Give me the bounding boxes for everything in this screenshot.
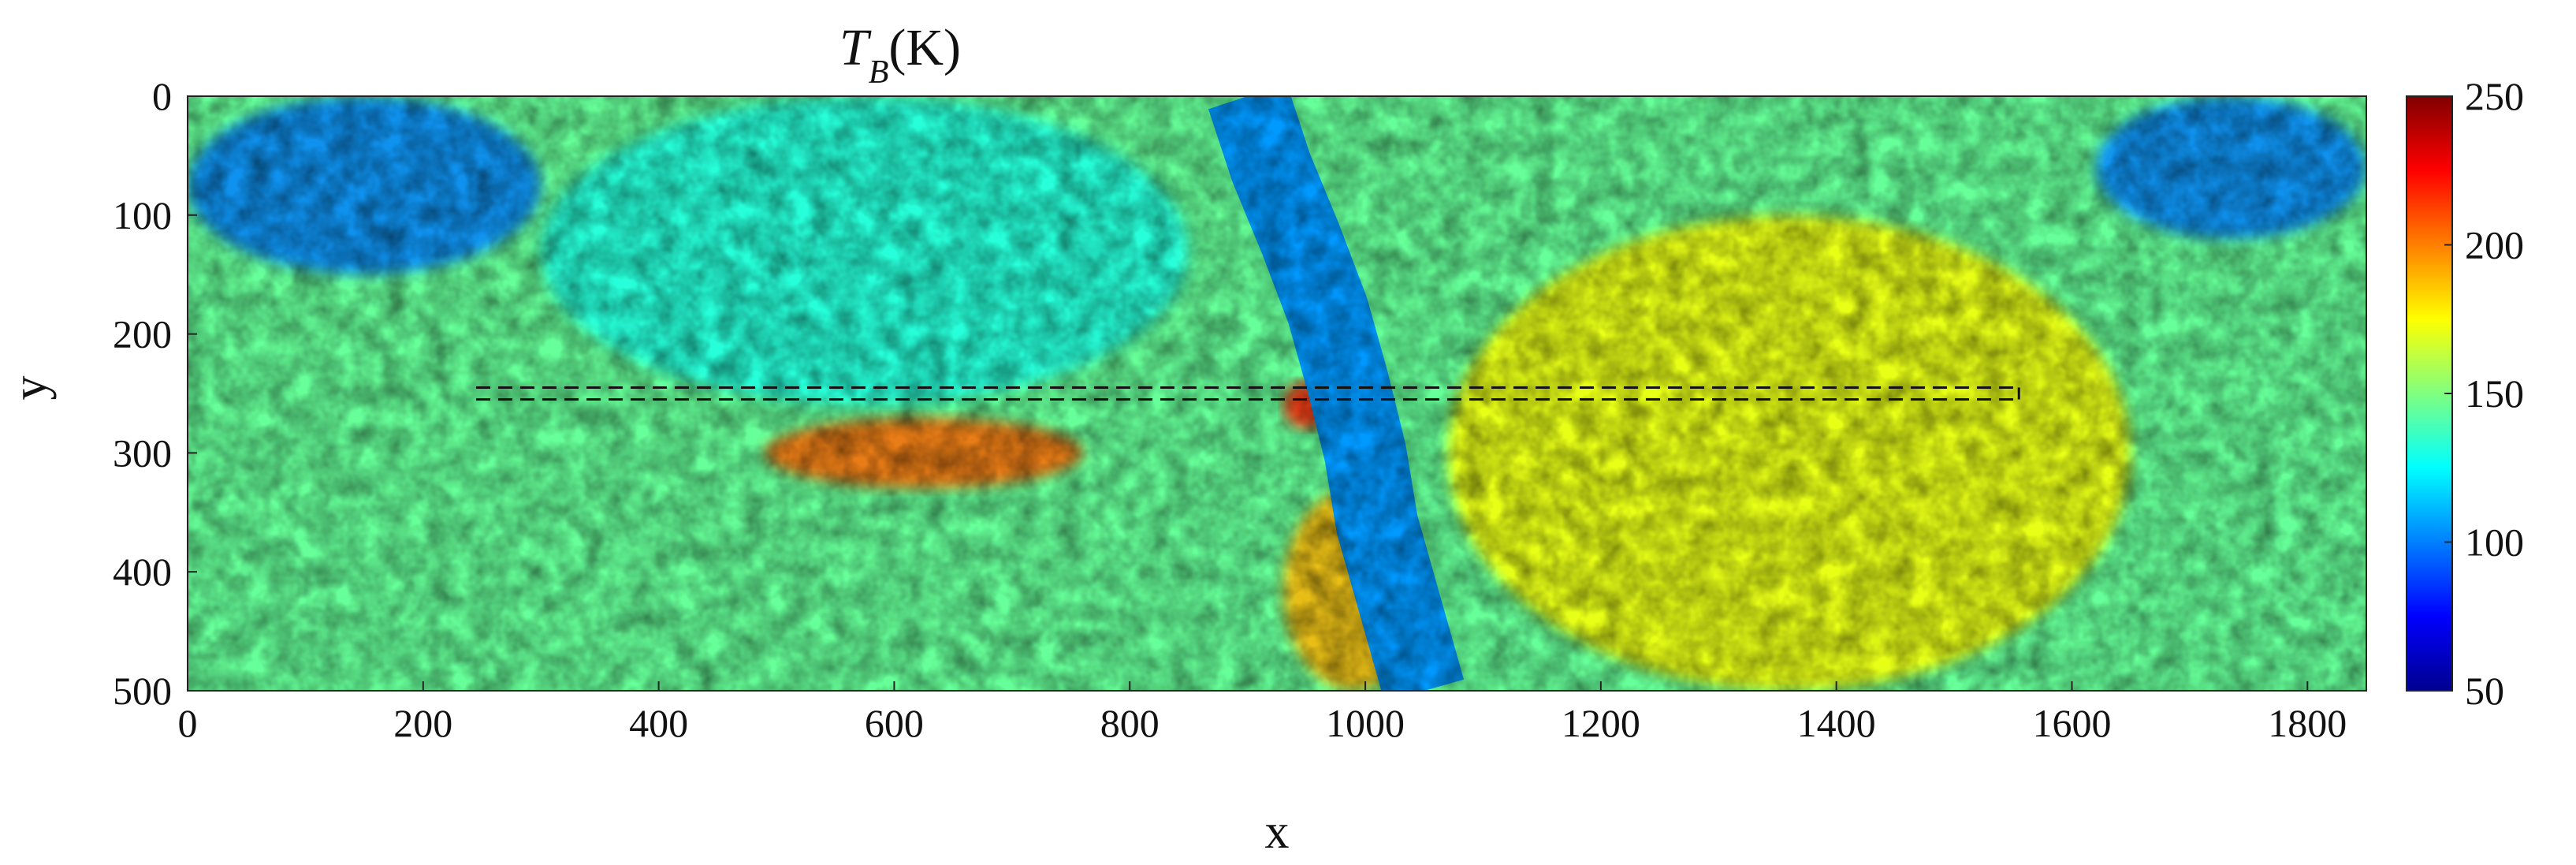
x-tick-label: 1400 — [1797, 701, 1876, 745]
annotations — [476, 386, 2020, 401]
colorbar-ticks: 50 100 150 200 250 — [2444, 74, 2524, 713]
y-tick-label: 0 — [152, 74, 172, 118]
x-tick-label: 1200 — [1562, 701, 1640, 745]
x-tick-label: 0 — [178, 701, 198, 745]
x-tick-label: 1000 — [1326, 701, 1405, 745]
x-tick-label: 200 — [393, 701, 452, 745]
x-tick-label: 600 — [865, 701, 924, 745]
x-axis-label: x — [1265, 805, 1290, 859]
plot-frame — [187, 95, 2367, 692]
x-tick-label: 400 — [629, 701, 688, 745]
heatmap-texture — [188, 96, 2366, 691]
y-tick-label: 500 — [113, 669, 172, 713]
y-tick-label: 200 — [113, 312, 172, 356]
chart-title: TB(K) — [839, 19, 961, 91]
colorbar-tick-label: 100 — [2465, 520, 2524, 565]
y-axis: 0 100 200 300 400 500 — [113, 74, 197, 713]
y-tick-label: 100 — [113, 193, 172, 237]
x-tick-label: 1800 — [2268, 701, 2347, 745]
x-tick-label: 1600 — [2032, 701, 2111, 745]
colorbar-tick-label: 250 — [2465, 74, 2524, 118]
x-tick-label: 800 — [1100, 701, 1160, 745]
x-axis: 0 200 400 600 800 1000 1200 1400 1600 1800 — [178, 681, 2347, 745]
heatmap-plot-area — [188, 96, 2366, 691]
colorbar-tick-label: 50 — [2465, 669, 2504, 713]
colorbar-tick-label: 200 — [2465, 223, 2524, 267]
y-axis-label: y — [3, 376, 57, 401]
colorbar-tick-label: 150 — [2465, 371, 2524, 416]
y-tick-label: 400 — [113, 550, 172, 594]
y-tick-label: 300 — [113, 431, 172, 475]
